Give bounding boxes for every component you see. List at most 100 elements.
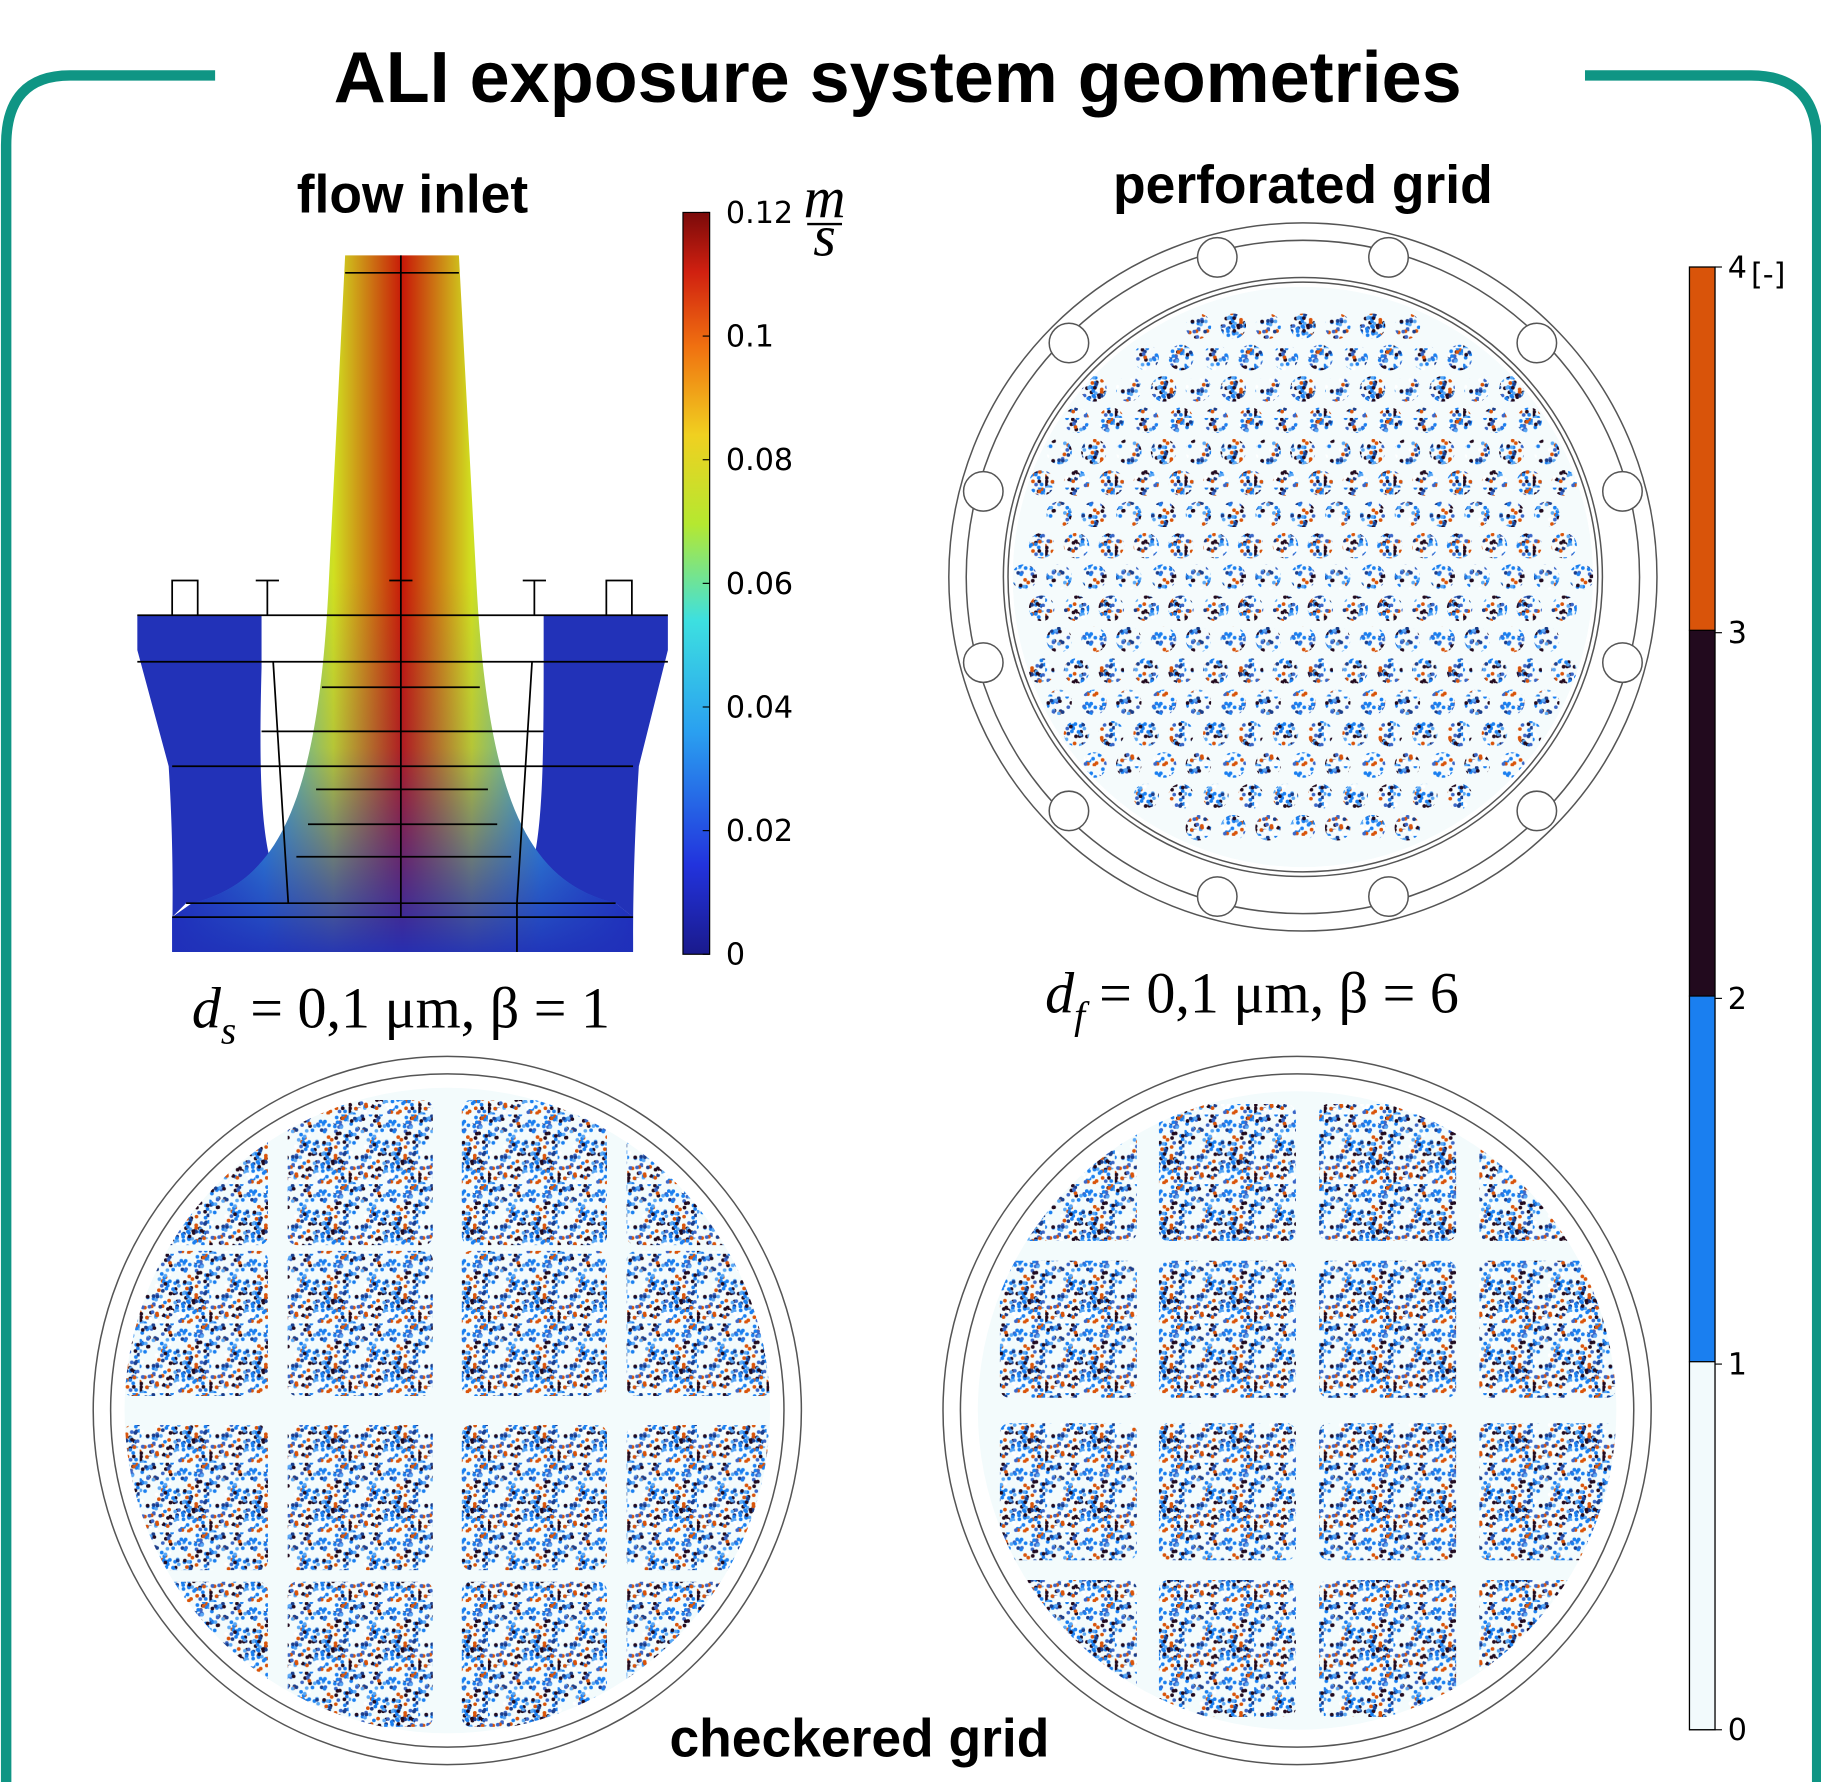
perforation — [1029, 596, 1055, 622]
bolt-hole — [1198, 877, 1237, 916]
perforation — [1186, 502, 1212, 528]
perforation — [1429, 564, 1455, 590]
perforation — [1342, 533, 1368, 559]
bolt-hole — [1603, 472, 1642, 511]
perforation — [1464, 376, 1490, 402]
perforation — [1464, 564, 1490, 590]
perforation — [1238, 658, 1264, 684]
perforation — [1220, 502, 1246, 528]
perforation — [1308, 470, 1334, 496]
perforation — [1151, 752, 1177, 778]
perforation — [1011, 564, 1037, 590]
perforation — [1046, 439, 1072, 465]
grid-cell — [288, 1582, 433, 1727]
perforation — [1499, 502, 1525, 528]
perforation — [1203, 721, 1229, 747]
grid-cell — [1000, 1423, 1137, 1560]
perforation — [1447, 658, 1473, 684]
perforation — [1551, 470, 1577, 496]
perforation — [1412, 345, 1438, 371]
perforation — [1203, 533, 1229, 559]
perforation — [1551, 658, 1577, 684]
perforation — [1290, 627, 1316, 653]
perforation — [1099, 533, 1125, 559]
grid-cell — [1319, 1261, 1456, 1398]
perforation — [1168, 658, 1194, 684]
perforation — [1168, 470, 1194, 496]
symbol: d — [1045, 960, 1075, 1025]
perforation — [1360, 376, 1386, 402]
perforation — [1342, 658, 1368, 684]
count-colorbar — [1689, 267, 1715, 1730]
perforation — [1116, 502, 1142, 528]
panel-title: perforated grid — [1113, 156, 1493, 215]
perforation — [1273, 596, 1299, 622]
perforation — [1273, 470, 1299, 496]
panel-title: checkered grid — [669, 1709, 1049, 1768]
grid-cell — [123, 1100, 268, 1245]
perforation — [1395, 752, 1421, 778]
perforation — [1133, 533, 1159, 559]
perforation — [1099, 658, 1125, 684]
perforation — [1412, 721, 1438, 747]
perforation — [1551, 533, 1577, 559]
tick-label: 0 — [726, 938, 745, 973]
perforated-disc — [949, 223, 1657, 931]
perforation — [1429, 627, 1455, 653]
perforation — [1516, 407, 1542, 433]
perforation — [1220, 690, 1246, 716]
perforation — [1482, 533, 1508, 559]
expression: = 0,1 μm, β = 1 — [250, 975, 610, 1040]
panel-title: flow inlet — [297, 165, 529, 224]
perforation — [1064, 470, 1090, 496]
perforation — [1464, 439, 1490, 465]
perforation — [1116, 627, 1142, 653]
perforation — [1482, 470, 1508, 496]
grid-cell — [627, 1425, 772, 1570]
perforation — [1499, 439, 1525, 465]
perforation — [1151, 376, 1177, 402]
tick-label: 3 — [1728, 616, 1747, 651]
perforation — [1116, 439, 1142, 465]
perforation — [1360, 815, 1386, 841]
perforation — [1395, 502, 1421, 528]
perforation — [1203, 470, 1229, 496]
subscript: f — [1074, 994, 1090, 1038]
symbol: d — [192, 975, 222, 1040]
perforation — [1325, 752, 1351, 778]
perforation — [1168, 407, 1194, 433]
bolt-hole — [964, 472, 1003, 511]
grid-cell — [123, 1582, 268, 1727]
perforation — [1308, 658, 1334, 684]
perforation — [1377, 407, 1403, 433]
expression: = 0,1 μm, β = 6 — [1099, 960, 1459, 1025]
tick-label: 0 — [1728, 1713, 1747, 1748]
perforation — [1516, 721, 1542, 747]
perforation — [1395, 564, 1421, 590]
unit-denominator: s — [813, 203, 836, 268]
perforation — [1377, 596, 1403, 622]
perforation — [1116, 564, 1142, 590]
perforation — [1220, 815, 1246, 841]
perforation — [1464, 690, 1490, 716]
perforation — [1273, 784, 1299, 810]
perforation — [1412, 470, 1438, 496]
perforation — [1377, 345, 1403, 371]
tick-label: 4 — [1728, 250, 1747, 285]
perforation — [1395, 690, 1421, 716]
perforation — [1464, 502, 1490, 528]
perforation — [1099, 721, 1125, 747]
perforation — [1133, 596, 1159, 622]
perforation — [1429, 752, 1455, 778]
perforation — [1081, 502, 1107, 528]
perforation — [1290, 564, 1316, 590]
perforation — [1429, 376, 1455, 402]
perforation — [1482, 596, 1508, 622]
grid-cell — [462, 1582, 607, 1727]
perforation — [1395, 376, 1421, 402]
perforation — [1151, 627, 1177, 653]
perforation — [1220, 564, 1246, 590]
perforation — [1499, 376, 1525, 402]
perforation — [1151, 502, 1177, 528]
grid-cell — [1159, 1580, 1296, 1717]
